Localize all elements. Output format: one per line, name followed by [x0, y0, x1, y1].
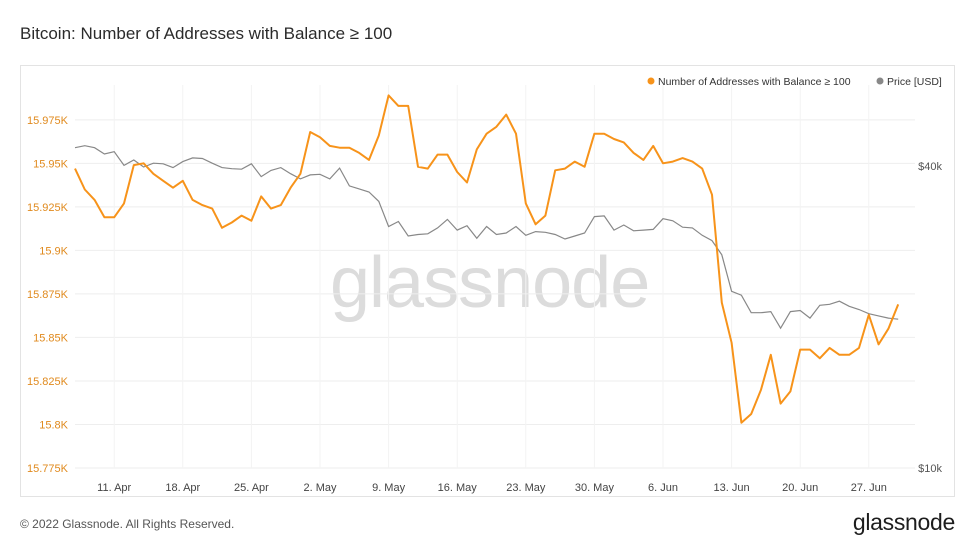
x-tick-label: 30. May [575, 482, 615, 494]
x-tick-label: 9. May [372, 482, 406, 494]
copyright: © 2022 Glassnode. All Rights Reserved. [20, 517, 235, 531]
x-tick-label: 11. Apr [97, 482, 131, 494]
left-tick-label: 15.85K [33, 332, 69, 344]
legend[interactable]: Number of Addresses with Balance ≥ 100 Pr… [647, 76, 942, 88]
legend-marker-price [876, 77, 884, 85]
x-tick-label: 23. May [506, 482, 546, 494]
left-tick-label: 15.8K [39, 419, 68, 431]
x-tick-label: 27. Jun [851, 482, 887, 494]
gridlines-x [113, 85, 870, 468]
x-tick-label: 2. May [303, 482, 337, 494]
legend-label-price[interactable]: Price [USD] [887, 76, 942, 88]
left-axis-ticks: 15.775K 15.8K 15.825K 15.85K 15.875K 15.9K 15.… [27, 115, 69, 475]
series-line-addresses [74, 94, 900, 424]
series-line-price [74, 145, 899, 330]
legend-marker-addresses [647, 77, 655, 85]
left-tick-label: 15.9K [39, 245, 68, 257]
x-tick-label: 16. May [438, 482, 478, 494]
chart-panel [20, 65, 955, 497]
gridlines-y [75, 119, 915, 469]
x-tick-label: 25. Apr [234, 482, 269, 494]
glassnode-logo[interactable]: glassnode [852, 509, 955, 535]
x-tick-label: 13. Jun [714, 482, 750, 494]
page-title: Bitcoin: Number of Addresses with Balanc… [20, 24, 393, 43]
left-tick-label: 15.95K [33, 158, 69, 170]
right-tick-label: $10k [918, 463, 942, 475]
left-tick-label: 15.925K [27, 202, 69, 214]
right-axis-ticks: $10k $40k [918, 161, 942, 475]
right-tick-label: $40k [918, 161, 942, 173]
x-tick-label: 18. Apr [165, 482, 200, 494]
series-lines [74, 94, 900, 424]
legend-label-addresses[interactable]: Number of Addresses with Balance ≥ 100 [658, 76, 851, 88]
left-tick-label: 15.775K [27, 463, 69, 475]
left-tick-label: 15.825K [27, 376, 69, 388]
x-axis-ticks: 11. Apr 18. Apr 25. Apr 2. May 9. May 16. May… [97, 482, 887, 494]
x-tick-label: 6. Jun [648, 482, 678, 494]
x-tick-label: 20. Jun [782, 482, 818, 494]
left-tick-label: 15.875K [27, 289, 69, 301]
left-tick-label: 15.975K [27, 115, 69, 127]
